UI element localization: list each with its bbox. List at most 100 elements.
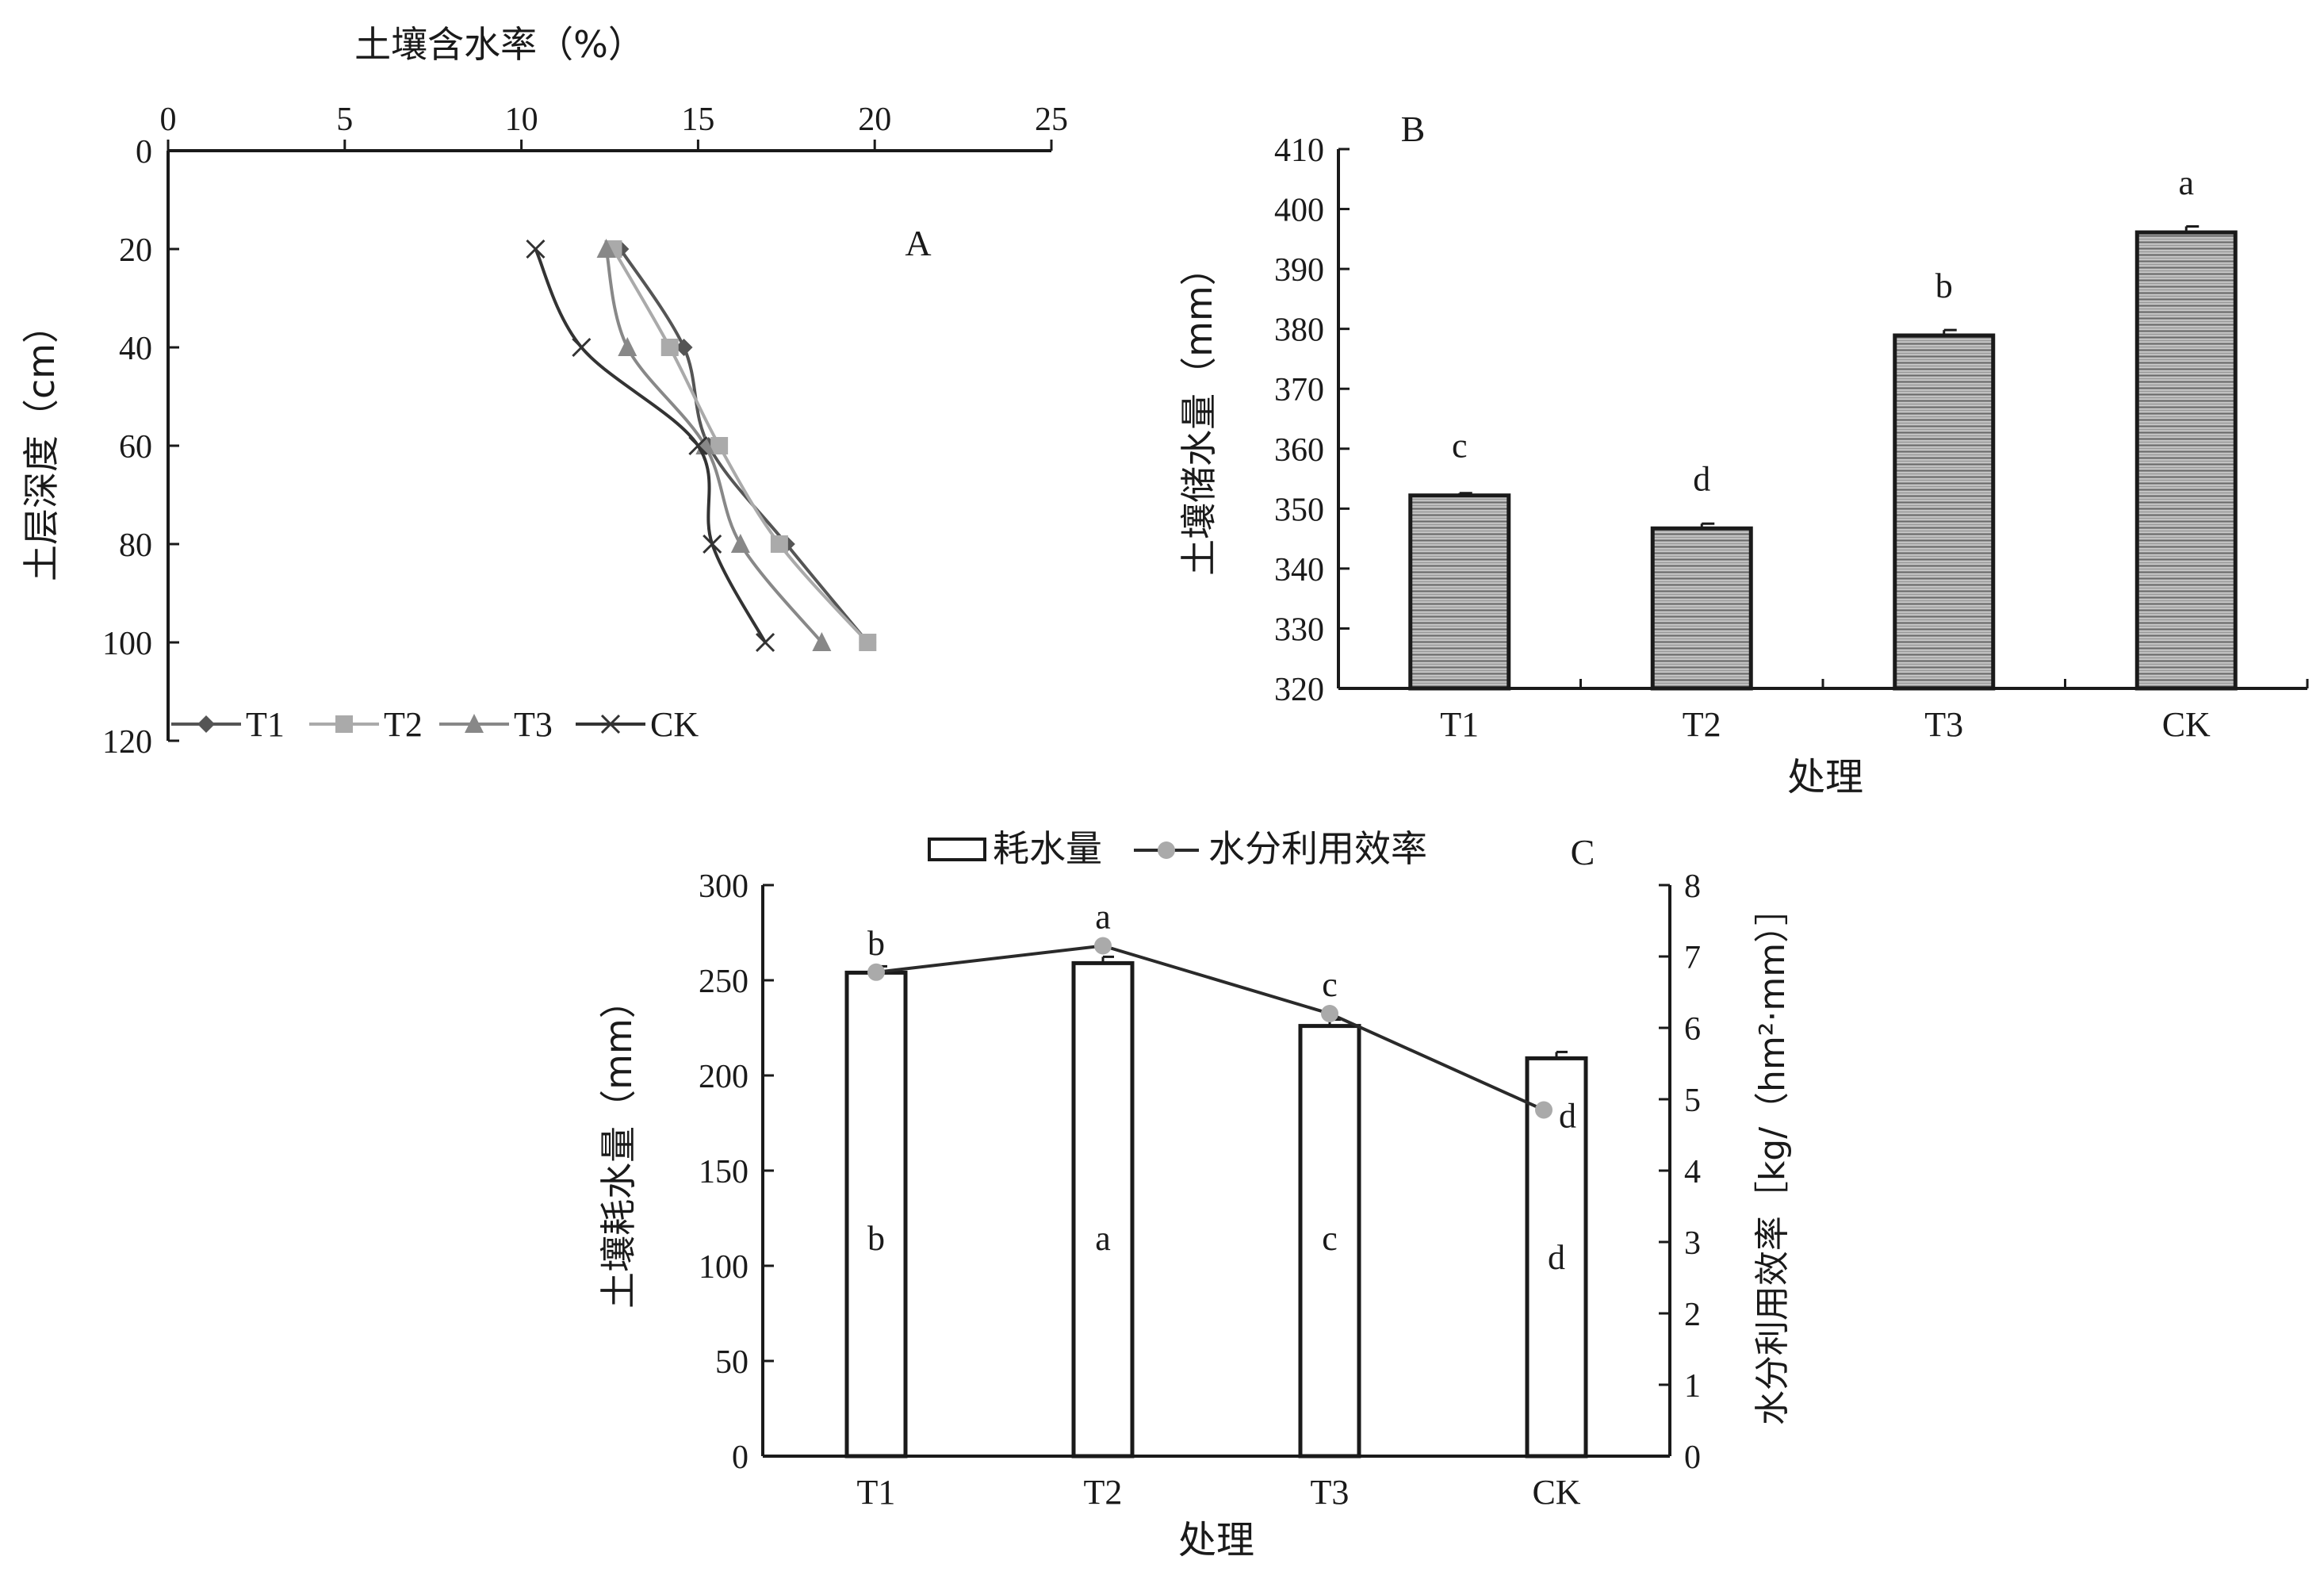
panel-a-x-tick-label: 10 bbox=[505, 102, 538, 138]
panel-a-legend-label: T2 bbox=[384, 705, 423, 744]
panel-c-legend-item-consumption: 耗水量 bbox=[928, 827, 1102, 870]
panel-c-y2-tick-label: 4 bbox=[1684, 1154, 1701, 1190]
panel-c-bar-letter: c bbox=[1322, 1219, 1338, 1258]
panel-c-bar-letter: d bbox=[1548, 1238, 1565, 1277]
panel-a-x-tick-label: 0 bbox=[160, 102, 177, 138]
panel-b-x-axis-title: 处理 bbox=[1787, 755, 1863, 799]
panel-c-y-tick-label: 50 bbox=[715, 1344, 749, 1381]
panel-c-wue-point bbox=[867, 963, 885, 981]
panel-c-y-tick-label: 300 bbox=[699, 868, 749, 905]
panel-a-y-tick-label: 40 bbox=[119, 331, 152, 367]
panel-a-point bbox=[526, 239, 546, 259]
panel-b-letter: B bbox=[1401, 109, 1426, 149]
panel-b-x-tick-label: T2 bbox=[1683, 705, 1721, 744]
panel-a-line-ck bbox=[534, 248, 767, 643]
panel-b-y-tick-label: 410 bbox=[1274, 132, 1324, 169]
panel-b-y-axis-title: 土壤储水量（mm） bbox=[1177, 249, 1220, 576]
panel-a-legend-label: T1 bbox=[246, 705, 285, 744]
panel-c-y2-tick-label: 1 bbox=[1684, 1368, 1701, 1405]
panel-a-y-tick-label: 60 bbox=[119, 429, 152, 466]
panel-c-x-axis-title: 处理 bbox=[1178, 1518, 1254, 1562]
panel-c-y-tick-label: 150 bbox=[699, 1154, 749, 1190]
panel-b-y-ticks: 320 330 340 350 360 370 380 390 400 410 bbox=[1274, 132, 1350, 708]
panel-b-y-tick-label: 350 bbox=[1274, 492, 1324, 528]
panel-a-y-tick-label: 80 bbox=[119, 527, 152, 564]
panel-a-y-tick-label: 120 bbox=[102, 724, 152, 761]
panel-a-series-t3 bbox=[596, 239, 832, 651]
panel-a-y-axis-title: 土层深度（cm） bbox=[20, 307, 63, 581]
panel-c-letter: C bbox=[1571, 832, 1595, 872]
panel-b-significance-letter: d bbox=[1693, 459, 1710, 498]
panel-a-point bbox=[730, 534, 750, 553]
panel-c-legend-label: 水分利用效率 bbox=[1208, 827, 1427, 870]
panel-c-consumption-wue: C 土壤耗水量（mm） 水分利用效率［kg/（hm²·mm）］ 处理 05010… bbox=[597, 827, 1793, 1562]
panel-c-ticks: 0 50 100 150 200 250 300 0 1 2 3 4 5 6 7 8 bbox=[699, 868, 1701, 1476]
panel-a-x-ticks: 0 5 10 15 20 25 bbox=[160, 102, 1068, 151]
panel-a-legend-item-t3: T3 bbox=[439, 705, 553, 744]
panel-a-point bbox=[756, 632, 775, 653]
panel-c-y2-tick-label: 3 bbox=[1684, 1225, 1701, 1262]
panel-a-point bbox=[812, 632, 832, 651]
panel-c-legend-label: 耗水量 bbox=[993, 827, 1102, 870]
panel-a-point bbox=[859, 634, 877, 651]
panel-a-legend-label: CK bbox=[650, 705, 699, 744]
panel-c-legend-item-wue: 水分利用效率 bbox=[1134, 827, 1427, 870]
panel-a-series-t1 bbox=[611, 240, 877, 651]
panel-a-point bbox=[710, 437, 729, 454]
panel-c-y2-tick-label: 2 bbox=[1684, 1297, 1701, 1333]
panel-c-y2-tick-label: 8 bbox=[1684, 868, 1701, 905]
panel-a-moisture-profile: 土壤含水率（%） A 土层深度（cm） 0 5 10 15 20 25 0 20 40 60 80… bbox=[20, 23, 1068, 761]
panel-a-legend-marker bbox=[465, 714, 484, 733]
panel-a-line-t2 bbox=[611, 248, 869, 644]
panel-c-wue-letter: c bbox=[1322, 965, 1338, 1004]
panel-b-bars: c T1 d T2 b T3 a CK bbox=[1408, 163, 2309, 744]
panel-a-legend-item-t1: T1 bbox=[171, 705, 285, 744]
panel-a-x-tick-label: 20 bbox=[858, 102, 891, 138]
panel-a-series-ck bbox=[526, 239, 775, 653]
panel-c-wue-letter: d bbox=[1559, 1097, 1576, 1136]
panel-a-y-ticks: 0 20 40 60 80 100 120 bbox=[102, 134, 179, 761]
panel-a-x-tick-label: 25 bbox=[1035, 102, 1068, 138]
panel-a-y-tick-label: 100 bbox=[102, 626, 152, 662]
panel-a-point bbox=[596, 239, 616, 258]
panel-b-significance-letter: a bbox=[2178, 163, 2194, 202]
panel-c-x-tick-label: CK bbox=[1532, 1473, 1580, 1512]
panel-c-wue-point bbox=[1535, 1101, 1553, 1119]
panel-a-point bbox=[660, 339, 679, 356]
panel-a-x-axis-title: 土壤含水率（%） bbox=[354, 23, 645, 66]
panel-b-y-tick-label: 340 bbox=[1274, 552, 1324, 588]
panel-a-legend-label: T3 bbox=[514, 705, 553, 744]
panel-c-y-tick-label: 100 bbox=[699, 1249, 749, 1286]
panel-b-bar-t1 bbox=[1408, 493, 1511, 691]
panel-b-bar-t3 bbox=[1893, 333, 1996, 691]
panel-c-x-tick-label: T1 bbox=[857, 1473, 896, 1512]
panel-a-legend-marker bbox=[197, 715, 215, 733]
panel-a-point bbox=[572, 337, 592, 358]
panel-c-legend: 耗水量 水分利用效率 bbox=[928, 827, 1427, 870]
panel-a-x-tick-label: 15 bbox=[681, 102, 714, 138]
panel-c-y-tick-label: 250 bbox=[699, 964, 749, 1000]
panel-a-legend-item-t2: T2 bbox=[309, 705, 423, 744]
panel-c-wue-point bbox=[1321, 1005, 1338, 1022]
panel-c-wue-letter: a bbox=[1095, 898, 1111, 937]
panel-c-bar-ck bbox=[1525, 1056, 1588, 1459]
panel-b-x-tick-label: CK bbox=[2162, 705, 2211, 744]
panel-a-line-t1 bbox=[618, 247, 869, 644]
panel-b-significance-letter: b bbox=[1935, 266, 1953, 305]
panel-a-y-tick-label: 0 bbox=[136, 134, 152, 171]
panel-c-wue-line: b a c d bbox=[867, 898, 1576, 1136]
panel-a-series-t2 bbox=[604, 240, 877, 651]
panel-c-bar-letter: a bbox=[1095, 1219, 1111, 1258]
panel-a-point bbox=[675, 339, 693, 356]
panel-c-bar-t2 bbox=[1071, 960, 1135, 1459]
panel-c-wue-letter: b bbox=[867, 924, 885, 963]
panel-c-bar-letter: b bbox=[867, 1219, 885, 1258]
panel-a-x-tick-label: 5 bbox=[336, 102, 353, 138]
panel-b-y-tick-label: 320 bbox=[1274, 672, 1324, 708]
panel-c-y2-tick-label: 5 bbox=[1684, 1083, 1701, 1119]
panel-c-y2-tick-label: 6 bbox=[1684, 1011, 1701, 1048]
panel-a-point bbox=[703, 534, 722, 554]
panel-b-storage: B 土壤储水量（mm） 处理 320 330 340 350 360 370 380 390 4… bbox=[1177, 109, 2309, 799]
